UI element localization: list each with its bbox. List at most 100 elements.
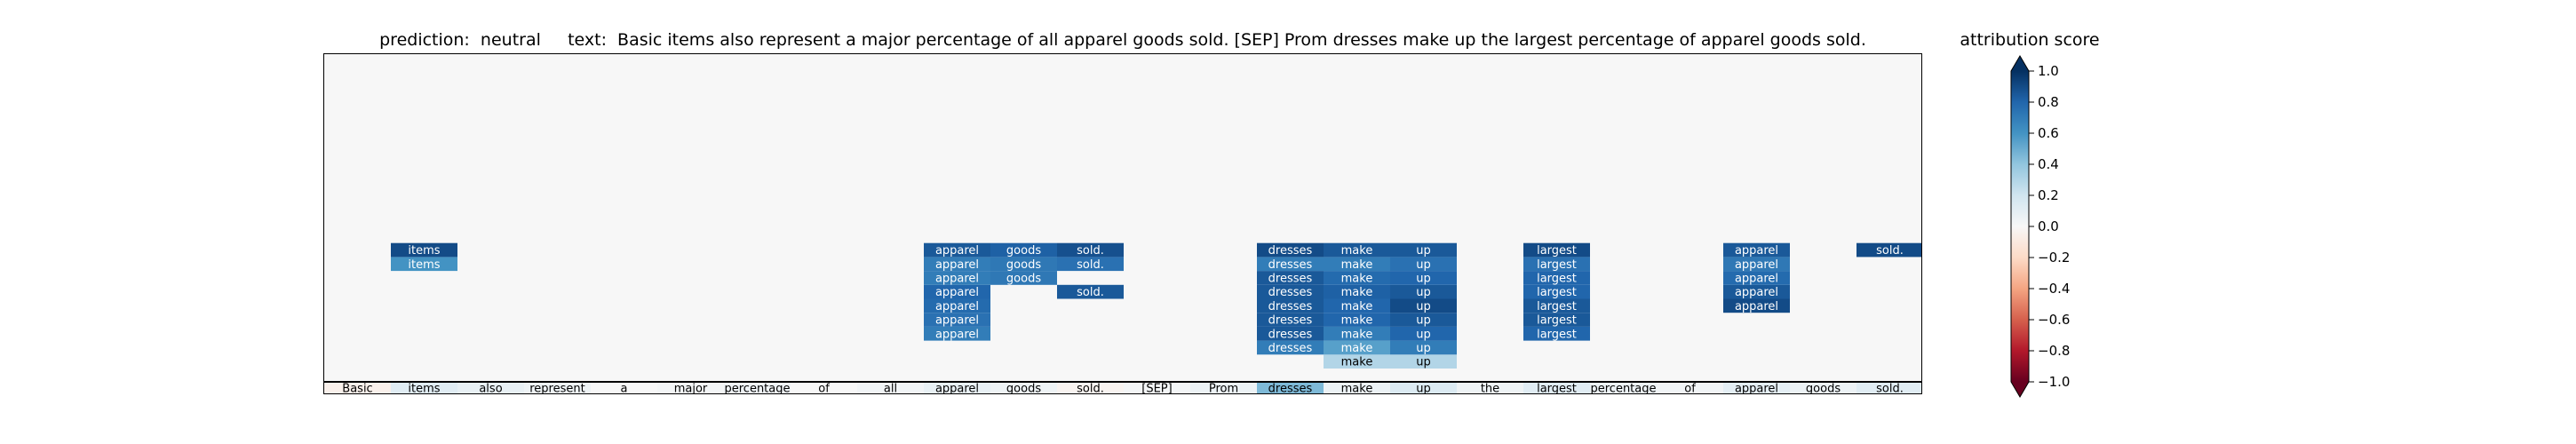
heat-cell-label: make [1341, 356, 1373, 369]
token-label: of [1684, 383, 1696, 395]
heat-cell-label: up [1416, 328, 1431, 341]
heat-cell [924, 257, 990, 272]
heat-cell-label: sold. [1876, 244, 1904, 258]
heat-cell [1324, 257, 1390, 272]
heat-cell-label: make [1341, 258, 1373, 272]
heat-cell-label: up [1416, 272, 1431, 285]
heat-cell [924, 326, 990, 341]
heat-cell-label: largest [1537, 300, 1577, 313]
token-cell [591, 383, 657, 393]
heat-cell-label: sold. [1077, 258, 1104, 272]
token-label: goods [1006, 383, 1041, 395]
colorbar-tick-label: −1.0 [2038, 374, 2070, 390]
colorbar-tick-label: −0.8 [2038, 343, 2070, 359]
heat-cell-label: apparel [1735, 244, 1778, 258]
heat-cell [1057, 242, 1124, 258]
heat-cell-label: goods [1006, 244, 1041, 258]
colorbar-tick-label: −0.4 [2038, 281, 2070, 297]
heat-cell-label: up [1416, 286, 1431, 299]
heat-cell [1390, 298, 1457, 313]
heat-cell-label: make [1341, 328, 1373, 341]
heat-cell-label: apparel [935, 286, 979, 299]
heat-cell-label: up [1416, 356, 1431, 369]
token-cell [1390, 383, 1457, 393]
token-cell [657, 383, 724, 393]
heat-cell [1523, 284, 1590, 299]
heat-cell [924, 271, 990, 285]
token-cell [324, 383, 391, 393]
heat-cell-label: dresses [1268, 300, 1313, 313]
heat-cell-label: apparel [1735, 286, 1778, 299]
colorbar-tick-label: 0.4 [2038, 156, 2059, 172]
heat-cell [990, 242, 1057, 258]
heat-cell [1324, 271, 1390, 285]
token-cell [1856, 383, 1921, 393]
heat-cell-label: largest [1537, 244, 1577, 258]
heat-cell-label: apparel [935, 328, 979, 341]
colorbar-tick-label: 0.2 [2038, 187, 2059, 203]
token-cell [1590, 383, 1657, 393]
heat-cell [990, 257, 1057, 272]
colorbar-tick-label: 1.0 [2038, 63, 2059, 79]
heat-cell-label: largest [1537, 328, 1577, 341]
heat-cell-label: make [1341, 286, 1373, 299]
heat-cell [1257, 298, 1324, 313]
heat-cell-label: goods [1006, 272, 1041, 285]
heat-cell-label: largest [1537, 258, 1577, 272]
heat-cell [924, 242, 990, 258]
heat-cell [1257, 284, 1324, 299]
token-cell [457, 383, 524, 393]
token-cell [990, 383, 1057, 393]
heat-cell-label: make [1341, 244, 1373, 258]
token-label: dresses [1268, 383, 1313, 395]
heat-cell [924, 313, 990, 327]
heat-cell-label: make [1341, 314, 1373, 328]
heat-cell [1257, 257, 1324, 272]
heat-cell-label: dresses [1268, 286, 1313, 299]
heat-cell [1324, 284, 1390, 299]
colorbar-tick-label: −0.2 [2038, 250, 2070, 266]
heat-cell [1523, 326, 1590, 341]
heat-cell-label: goods [1006, 258, 1041, 272]
heat-cell-label: sold. [1077, 286, 1104, 299]
colorbar-extend-min [2011, 382, 2029, 397]
heat-cell [391, 242, 457, 258]
heat-cell-label: up [1416, 314, 1431, 328]
token-cell [1523, 383, 1590, 393]
heat-cell [391, 257, 457, 272]
heat-cell-label: apparel [935, 272, 979, 285]
heatmap-plot-area: make up dresses make up apparel dresses make up l… [323, 53, 1922, 394]
chart-title: prediction: neutral text: Basic items al… [379, 30, 1866, 50]
heat-cell [1257, 271, 1324, 285]
heat-cell [1057, 284, 1124, 299]
token-cell [524, 383, 591, 393]
token-label: also [479, 383, 502, 395]
token-cell [724, 383, 791, 393]
heat-cell-label: apparel [935, 314, 979, 328]
heat-cell [1257, 326, 1324, 341]
heat-cell [990, 271, 1057, 285]
heat-cell [1324, 354, 1390, 369]
token-cell [1057, 383, 1124, 393]
heat-cell-label: largest [1537, 314, 1577, 328]
heat-cell [924, 298, 990, 313]
heat-cell-label: largest [1537, 286, 1577, 299]
heat-cell [1390, 354, 1457, 369]
token-cell [857, 383, 924, 393]
heat-cell [1390, 326, 1457, 341]
heat-cell-label: dresses [1268, 272, 1313, 285]
token-cell [1657, 383, 1723, 393]
heat-cell-label: make [1341, 300, 1373, 313]
token-label: of [818, 383, 830, 395]
heat-cell [1523, 257, 1590, 272]
colorbar-tick-label: 0.0 [2038, 218, 2059, 234]
heat-cell [1390, 313, 1457, 327]
token-label: represent [529, 383, 584, 395]
token-cell [1457, 383, 1523, 393]
token-label: Basic [342, 383, 372, 395]
token-cell [791, 383, 857, 393]
attribution-heatmap: make up dresses make up apparel dresses make up l… [324, 242, 1921, 395]
token-cell [1790, 383, 1856, 393]
heat-cell [1324, 298, 1390, 313]
heat-cell [1324, 313, 1390, 327]
